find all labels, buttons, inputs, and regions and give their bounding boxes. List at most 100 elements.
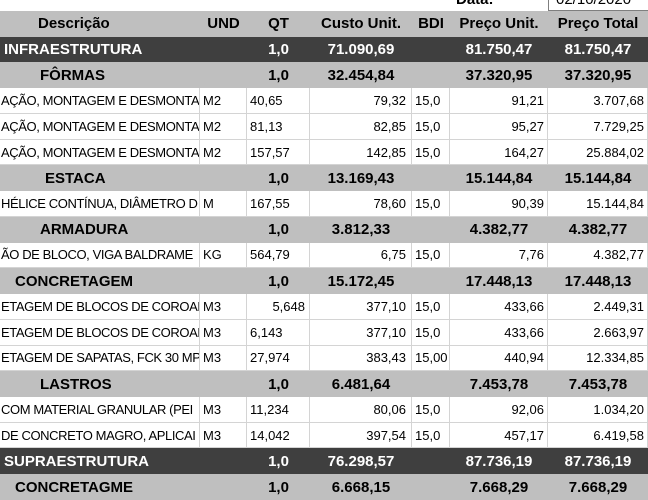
description-cell[interactable]: AÇÃO, MONTAGEM E DESMONTA (0, 113, 200, 140)
quantity-cell[interactable]: 27,974 (247, 345, 310, 372)
total-price-cell[interactable]: 1.034,20 (548, 397, 648, 423)
quantity-cell[interactable]: 564,79 (247, 242, 310, 269)
bdi-cell[interactable]: 15,00 (412, 345, 450, 372)
description-cell[interactable]: DE CONCRETO MAGRO, APLICAI (0, 422, 200, 449)
description-cell[interactable]: ETAGEM DE BLOCOS DE COROAM (0, 294, 200, 320)
unit-price-cell[interactable]: 37.320,95 (465, 66, 533, 84)
unit-cell[interactable]: M3 (200, 345, 247, 372)
quantity-cell[interactable]: 11,234 (247, 397, 310, 423)
total-price-cell[interactable]: 17.448,13 (564, 272, 632, 290)
bdi-cell[interactable]: 15,0 (412, 422, 450, 449)
unit-cost-cell[interactable]: 15.172,45 (327, 272, 395, 290)
unit-price-cell[interactable]: 87.736,19 (465, 452, 533, 470)
unit-cell[interactable] (200, 165, 247, 191)
unit-cost-cell[interactable]: 13.169,43 (327, 169, 395, 187)
unit-price-cell[interactable]: 440,94 (450, 345, 548, 372)
description-cell[interactable]: ETAGEM DE SAPATAS, FCK 30 MP (0, 345, 200, 372)
description-cell[interactable]: ÃO DE BLOCO, VIGA BALDRAME (0, 242, 200, 269)
unit-cost-cell[interactable]: 6.668,15 (331, 478, 391, 496)
unit-cell[interactable] (200, 448, 247, 474)
bdi-cell[interactable]: 15,0 (412, 113, 450, 140)
description-cell[interactable]: AÇÃO, MONTAGEM E DESMONTA (0, 88, 200, 114)
unit-cost-cell[interactable]: 32.454,84 (327, 66, 395, 84)
unit-cost-cell[interactable]: 71.090,69 (327, 41, 395, 59)
unit-cell[interactable] (200, 268, 247, 294)
bdi-cell[interactable]: 15,0 (412, 88, 450, 114)
total-price-cell[interactable]: 87.736,19 (564, 452, 632, 470)
quantity-cell[interactable]: 6,143 (247, 319, 310, 346)
unit-cost-cell[interactable]: 82,85 (310, 113, 412, 140)
bdi-cell[interactable]: 15,0 (412, 319, 450, 346)
unit-price-cell[interactable]: 457,17 (450, 422, 548, 449)
quantity-cell[interactable]: 1,0 (268, 221, 289, 239)
description-cell[interactable]: CONCRETAGEM (15, 272, 134, 290)
unit-cell[interactable]: M3 (200, 422, 247, 449)
header-unit[interactable]: UND (207, 15, 240, 33)
unit-cell[interactable] (200, 474, 247, 500)
description-cell[interactable]: ESTACA (45, 169, 106, 187)
unit-cell[interactable]: M (200, 191, 247, 217)
total-price-cell[interactable]: 2.449,31 (548, 294, 648, 320)
quantity-cell[interactable]: 1,0 (268, 375, 289, 393)
unit-price-cell[interactable]: 4.382,77 (469, 221, 529, 239)
description-cell[interactable]: LASTROS (40, 375, 112, 393)
unit-cell[interactable]: M2 (200, 88, 247, 114)
unit-price-cell[interactable]: 164,27 (450, 139, 548, 166)
unit-cost-cell[interactable]: 80,06 (310, 397, 412, 423)
total-price-cell[interactable]: 12.334,85 (548, 345, 648, 372)
total-price-cell[interactable]: 7.668,29 (568, 478, 628, 496)
quantity-cell[interactable]: 1,0 (268, 169, 289, 187)
quantity-cell[interactable]: 157,57 (247, 139, 310, 166)
bdi-cell[interactable] (412, 37, 450, 63)
unit-cost-cell[interactable]: 383,43 (310, 345, 412, 372)
unit-cost-cell[interactable]: 377,10 (310, 319, 412, 346)
quantity-cell[interactable]: 1,0 (268, 452, 289, 470)
header-total-price[interactable]: Preço Total (557, 15, 639, 33)
unit-cost-cell[interactable]: 6,75 (310, 242, 412, 269)
unit-price-cell[interactable]: 81.750,47 (465, 41, 533, 59)
quantity-cell[interactable]: 40,65 (247, 88, 310, 114)
unit-cost-cell[interactable]: 377,10 (310, 294, 412, 320)
description-cell[interactable]: INFRAESTRUTURA (4, 41, 143, 59)
bdi-cell[interactable]: 15,0 (412, 242, 450, 269)
description-cell[interactable]: AÇÃO, MONTAGEM E DESMONTA (0, 139, 200, 166)
unit-cell[interactable]: M3 (200, 319, 247, 346)
quantity-cell[interactable]: 1,0 (268, 41, 289, 59)
unit-cell[interactable]: M2 (200, 113, 247, 140)
header-unit-price[interactable]: Preço Unit. (459, 15, 539, 33)
description-cell[interactable]: CONCRETAGME (15, 478, 134, 496)
unit-cell[interactable] (200, 217, 247, 243)
total-price-cell[interactable]: 4.382,77 (548, 242, 648, 269)
bdi-cell[interactable]: 15,0 (412, 397, 450, 423)
unit-price-cell[interactable]: 95,27 (450, 113, 548, 140)
total-price-cell[interactable]: 7.729,25 (548, 113, 648, 140)
quantity-cell[interactable]: 5,648 (247, 294, 310, 320)
quantity-cell[interactable]: 1,0 (268, 66, 289, 84)
unit-cost-cell[interactable]: 78,60 (310, 191, 412, 217)
unit-cell[interactable]: M3 (200, 294, 247, 320)
unit-price-cell[interactable]: 17.448,13 (465, 272, 533, 290)
unit-price-cell[interactable]: 15.144,84 (465, 169, 533, 187)
unit-cell[interactable]: KG (200, 242, 247, 269)
unit-price-cell[interactable]: 7.453,78 (469, 375, 529, 393)
quantity-cell[interactable]: 81,13 (247, 113, 310, 140)
unit-cell[interactable]: M3 (200, 397, 247, 423)
bdi-cell[interactable]: 15,0 (412, 191, 450, 217)
total-price-cell[interactable]: 4.382,77 (568, 221, 628, 239)
description-cell[interactable]: SUPRAESTRUTURA (4, 452, 150, 470)
unit-price-cell[interactable]: 433,66 (450, 319, 548, 346)
total-price-cell[interactable]: 81.750,47 (564, 41, 632, 59)
quantity-cell[interactable]: 14,042 (247, 422, 310, 449)
header-quantity[interactable]: QT (268, 15, 289, 33)
unit-cell[interactable] (200, 371, 247, 397)
date-label-cell[interactable]: Data: (448, 0, 548, 11)
bdi-cell[interactable] (412, 217, 450, 243)
unit-cell[interactable] (200, 62, 247, 88)
quantity-cell[interactable]: 1,0 (268, 272, 289, 290)
unit-cell[interactable]: M2 (200, 139, 247, 166)
unit-price-cell[interactable]: 7,76 (450, 242, 548, 269)
unit-cost-cell[interactable]: 76.298,57 (327, 452, 395, 470)
bdi-cell[interactable] (412, 268, 450, 294)
total-price-cell[interactable]: 6.419,58 (548, 422, 648, 449)
unit-price-cell[interactable]: 91,21 (450, 88, 548, 114)
